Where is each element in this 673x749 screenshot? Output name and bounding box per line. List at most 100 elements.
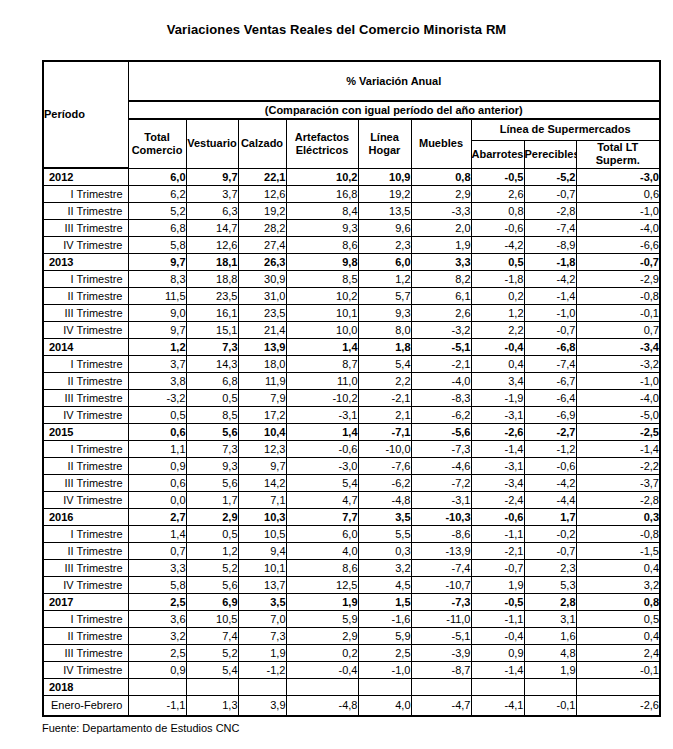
- value-cell: [471, 678, 524, 695]
- value-cell: 1,8: [358, 338, 411, 355]
- value-cell: 9,3: [286, 219, 358, 236]
- value-cell: -3,4: [576, 338, 660, 355]
- value-cell: -1,0: [358, 661, 411, 678]
- period-cell: IV Trimestre: [43, 576, 128, 593]
- value-cell: -3,1: [471, 457, 524, 474]
- column-header-total-comercio: Total Comercio: [128, 119, 186, 168]
- retail-variations-table: Período % Variación Anual (Comparación c…: [42, 60, 661, 717]
- value-cell: 6,8: [186, 372, 238, 389]
- value-cell: -0,4: [471, 627, 524, 644]
- value-cell: 0,6: [576, 185, 660, 202]
- value-cell: 9,3: [186, 457, 238, 474]
- value-cell: -2,1: [471, 542, 524, 559]
- value-cell: 3,2: [576, 576, 660, 593]
- value-cell: 9,0: [128, 304, 186, 321]
- value-cell: -3,3: [411, 202, 471, 219]
- value-cell: 2,6: [411, 304, 471, 321]
- column-header-total-lt-superm: Total LT Superm.: [576, 140, 660, 168]
- value-cell: 7,1: [238, 491, 286, 508]
- period-cell: I Trimestre: [43, 270, 128, 287]
- period-cell: III Trimestre: [43, 474, 128, 491]
- value-cell: -0,4: [286, 661, 358, 678]
- value-cell: 4,8: [524, 644, 576, 661]
- value-cell: -4,0: [576, 219, 660, 236]
- value-cell: 10,0: [286, 321, 358, 338]
- value-cell: 5,3: [524, 576, 576, 593]
- column-header-artefactos-electricos: Artefactos Eléctricos: [286, 119, 358, 168]
- value-cell: -3,0: [576, 168, 660, 185]
- value-cell: 5,4: [186, 661, 238, 678]
- period-cell: 2015: [43, 423, 128, 440]
- value-cell: 1,9: [411, 236, 471, 253]
- value-cell: 2,5: [128, 593, 186, 610]
- value-cell: 5,2: [186, 644, 238, 661]
- value-cell: 10,2: [286, 168, 358, 185]
- table-row: III Trimestre 2,5 5,2 1,9 0,2 2,5 -3,9 0…: [43, 644, 660, 661]
- table-row: I Trimestre 1,4 0,5 10,5 6,0 5,5 -8,6 -1…: [43, 525, 660, 542]
- value-cell: -2,8: [524, 202, 576, 219]
- value-cell: 3,7: [128, 355, 186, 372]
- value-cell: -2,5: [576, 423, 660, 440]
- value-cell: [286, 678, 358, 695]
- value-cell: -7,2: [411, 474, 471, 491]
- table-row: II Trimestre 3,8 6,8 11,9 11,0 2,2 -4,0 …: [43, 372, 660, 389]
- value-cell: -1,1: [471, 525, 524, 542]
- value-cell: -1,2: [524, 440, 576, 457]
- period-cell: IV Trimestre: [43, 661, 128, 678]
- value-cell: -8,3: [411, 389, 471, 406]
- value-cell: -4,8: [286, 695, 358, 716]
- value-cell: -0,8: [576, 287, 660, 304]
- column-header-abarrotes: Abarrotes: [471, 140, 524, 168]
- value-cell: -2,7: [524, 423, 576, 440]
- value-cell: -1,4: [471, 661, 524, 678]
- table-row: III Trimestre -3,2 0,5 7,9 -10,2 -2,1 -8…: [43, 389, 660, 406]
- value-cell: -2,8: [576, 491, 660, 508]
- value-cell: 14,7: [186, 219, 238, 236]
- value-cell: 9,4: [238, 542, 286, 559]
- value-cell: 10,5: [186, 610, 238, 627]
- value-cell: 5,2: [186, 559, 238, 576]
- value-cell: -2,1: [411, 355, 471, 372]
- value-cell: 3,3: [411, 253, 471, 270]
- value-cell: 14,2: [238, 474, 286, 491]
- value-cell: 0,6: [128, 474, 186, 491]
- value-cell: 1,1: [128, 440, 186, 457]
- value-cell: -7,3: [411, 440, 471, 457]
- value-cell: -1,8: [524, 253, 576, 270]
- value-cell: -13,9: [411, 542, 471, 559]
- value-cell: 11,5: [128, 287, 186, 304]
- value-cell: -1,0: [524, 304, 576, 321]
- value-cell: 8,6: [286, 236, 358, 253]
- value-cell: -4,7: [411, 695, 471, 716]
- value-cell: 2,0: [411, 219, 471, 236]
- value-cell: -5,1: [411, 338, 471, 355]
- period-cell: I Trimestre: [43, 610, 128, 627]
- value-cell: 10,2: [286, 287, 358, 304]
- page-title: Variaciones Ventas Reales del Comercio M…: [0, 22, 673, 37]
- value-cell: 0,9: [471, 644, 524, 661]
- value-cell: 0,8: [471, 202, 524, 219]
- value-cell: -7,4: [411, 559, 471, 576]
- value-cell: 23,5: [186, 287, 238, 304]
- value-cell: -0,4: [471, 338, 524, 355]
- value-cell: -0,8: [576, 525, 660, 542]
- value-cell: 8,4: [286, 202, 358, 219]
- value-cell: 7,0: [238, 610, 286, 627]
- value-cell: -3,2: [411, 321, 471, 338]
- table-row: IV Trimestre 0,5 8,5 17,2 -3,1 2,1 -6,2 …: [43, 406, 660, 423]
- period-cell: II Trimestre: [43, 287, 128, 304]
- value-cell: [128, 678, 186, 695]
- value-cell: -3,9: [411, 644, 471, 661]
- value-cell: 0,5: [186, 525, 238, 542]
- value-cell: -1,4: [471, 440, 524, 457]
- value-cell: 3,5: [358, 508, 411, 525]
- value-cell: -0,7: [524, 542, 576, 559]
- value-cell: -6,7: [524, 372, 576, 389]
- value-cell: 3,6: [128, 610, 186, 627]
- value-cell: -0,7: [524, 321, 576, 338]
- value-cell: 10,1: [286, 304, 358, 321]
- period-cell: I Trimestre: [43, 185, 128, 202]
- value-cell: 0,5: [128, 406, 186, 423]
- table-body: 2012 6,0 9,7 22,1 10,2 10,9 0,8 -0,5 -5,…: [43, 168, 660, 716]
- value-cell: -0,6: [471, 219, 524, 236]
